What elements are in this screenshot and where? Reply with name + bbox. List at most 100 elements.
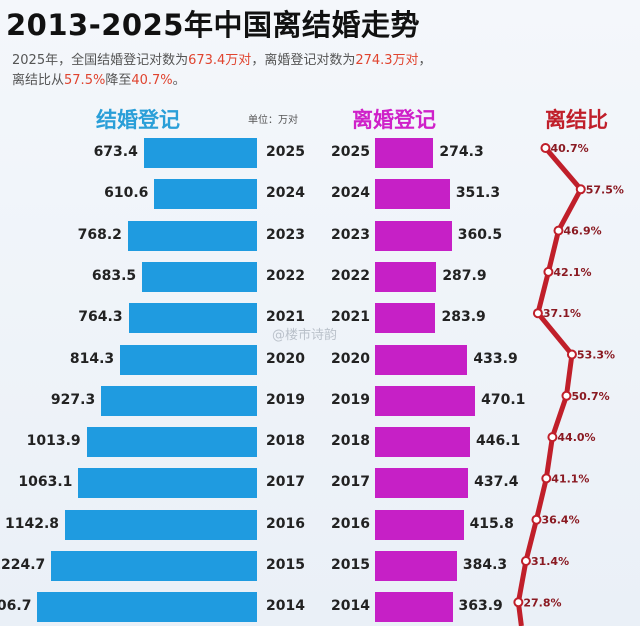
divorce-value: 470.1	[481, 391, 526, 408]
divorce-bar	[375, 385, 476, 416]
marriage-value: 673.4	[93, 144, 138, 160]
divorce-year-label: 2022	[331, 267, 370, 284]
divorce-bar	[375, 179, 450, 210]
divorce-value: 287.9	[442, 267, 487, 284]
ratio-label: 44.0%	[557, 431, 595, 444]
divorce-bar	[375, 220, 452, 251]
divorce-bar	[375, 551, 457, 581]
ratio-point	[540, 143, 551, 153]
ratio-point	[575, 184, 586, 195]
divorce-bar	[375, 427, 471, 458]
divorce-value: 384.3	[462, 557, 508, 573]
ratio-header: 离结比	[545, 108, 608, 132]
divorce-value: 446.1	[476, 433, 521, 450]
divorce-value: 274.3	[439, 144, 484, 160]
marriage-value: 814.3	[69, 350, 115, 367]
marriage-year-label: 2020	[266, 350, 305, 367]
marriage-bar	[143, 138, 257, 168]
ratio-label: 42.1%	[553, 266, 591, 279]
ratio-point	[531, 514, 542, 525]
divorce-year-label: 2023	[331, 226, 370, 243]
ratio-point	[513, 597, 524, 608]
divorce-year-label: 2017	[331, 474, 370, 491]
divorce-year-label: 2014	[331, 598, 370, 615]
ratio-point	[520, 556, 531, 566]
divorce-bar	[375, 509, 464, 540]
marriage-value: 610.6	[104, 185, 149, 202]
marriage-bar	[120, 344, 257, 375]
ratio-label: 40.7%	[550, 142, 588, 155]
marriage-header: 结婚登记	[96, 108, 180, 132]
marriage-value: 1142.8	[4, 515, 60, 532]
ratio-point	[547, 432, 558, 443]
divorce-year-label: 2021	[331, 309, 370, 326]
marriage-bar	[51, 551, 257, 581]
marriage-bar	[142, 261, 257, 292]
ratio-label: 31.4%	[531, 555, 569, 568]
marriage-year-label: 2023	[266, 226, 305, 243]
marriage-year-label: 2016	[266, 515, 305, 532]
watermark: @楼市诗韵	[272, 328, 338, 343]
divorce-value: 351.3	[455, 185, 501, 202]
ratio-point	[553, 225, 564, 236]
ratio-label: 50.7%	[571, 390, 609, 403]
ratio-label: 57.5%	[586, 183, 624, 196]
divorce-header: 离婚登记	[352, 108, 436, 132]
divorce-year-label: 2019	[331, 391, 370, 408]
marriage-bar	[128, 303, 257, 334]
divorce-value: 437.4	[474, 474, 519, 491]
ratio-point	[541, 473, 552, 484]
marriage-year-label: 2022	[266, 267, 305, 284]
marriage-year-label: 2025	[266, 144, 305, 160]
marriage-bar	[78, 468, 257, 499]
marriage-year-label: 2024	[266, 185, 305, 202]
divorce-year-label: 2025	[331, 144, 370, 160]
subtitle-line-1: 2025年，全国结婚登记对数为673.4万对，离婚登记对数为274.3万对，	[12, 53, 432, 68]
divorce-value: 363.9	[458, 598, 503, 615]
marriage-value: 1063.1	[18, 474, 73, 491]
divorce-value: 360.5	[457, 226, 503, 243]
marriage-year-label: 2014	[266, 598, 305, 615]
ratio-point	[566, 349, 577, 360]
divorce-value: 433.9	[473, 350, 518, 367]
divorce-bar	[375, 138, 434, 168]
marriage-value: 764.3	[78, 309, 123, 326]
ratio-label: 46.9%	[563, 225, 601, 238]
marriage-bar	[37, 592, 257, 623]
marriage-value: 1306.7	[0, 598, 32, 615]
divorce-bar	[375, 261, 437, 292]
marriage-year-label: 2018	[266, 433, 305, 450]
marriage-year-label: 2015	[266, 557, 305, 573]
marriage-bar	[127, 220, 257, 251]
ratio-label: 41.1%	[551, 472, 589, 485]
marriage-bar	[154, 179, 257, 210]
marriage-year-label: 2019	[266, 391, 305, 408]
ratio-point	[532, 308, 543, 319]
marriage-value: 768.2	[77, 226, 122, 243]
marriage-bar	[101, 385, 257, 416]
divorce-year-label: 2024	[331, 185, 370, 202]
ratio-label: 27.8%	[523, 596, 561, 609]
marriage-year-label: 2021	[266, 309, 305, 326]
marriage-bar	[65, 509, 257, 540]
page-title: 2013-2025年中国离结婚走势	[6, 8, 420, 42]
ratio-label: 36.4%	[541, 514, 579, 527]
marriage-value: 1224.7	[0, 557, 46, 573]
divorce-bar	[375, 468, 469, 499]
ratio-label: 37.1%	[543, 307, 581, 320]
divorce-bar	[375, 344, 468, 375]
ratio-point	[561, 390, 572, 401]
divorce-bar	[375, 303, 436, 334]
subtitle-line-2: 离结比从57.5%降至40.7%。	[12, 73, 186, 88]
marriage-value: 683.5	[91, 267, 137, 284]
divorce-value: 415.8	[469, 515, 514, 532]
divorce-value: 283.9	[441, 309, 486, 326]
marriage-year-label: 2017	[266, 474, 305, 491]
divorce-bar	[375, 592, 453, 623]
divorce-year-label: 2015	[331, 557, 370, 573]
divorce-year-label: 2020	[331, 350, 370, 367]
divorce-year-label: 2016	[331, 515, 370, 532]
marriage-bar	[86, 427, 257, 458]
marriage-value: 1013.9	[26, 433, 81, 450]
